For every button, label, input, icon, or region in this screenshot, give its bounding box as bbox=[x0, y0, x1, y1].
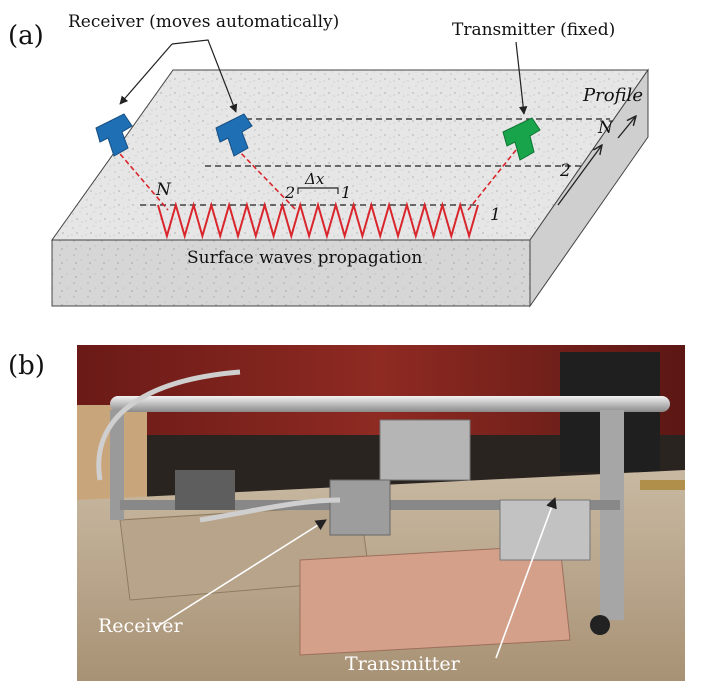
photo-concrete-block-center bbox=[299, 544, 571, 656]
transmitter-connection bbox=[467, 149, 517, 211]
profile-line-1-label: 1 bbox=[490, 205, 501, 225]
receiver-sensor-2 bbox=[215, 113, 253, 157]
photo-carriage bbox=[379, 419, 471, 481]
photo-motor bbox=[175, 470, 235, 510]
transmitter-callout-arrow bbox=[515, 41, 528, 115]
delta-x-label: Δx bbox=[304, 170, 325, 188]
photo-left-post bbox=[110, 410, 124, 520]
photo-receiver-label: Receiver bbox=[98, 615, 183, 637]
photo: Receiver Transmitter bbox=[77, 345, 685, 681]
photo-transmitter-label: Transmitter bbox=[345, 653, 461, 675]
panel-b: (b) bbox=[8, 345, 685, 681]
photo-wheel bbox=[590, 615, 610, 635]
panel-a: (a) Receiver (moves automatically) Trans… bbox=[8, 12, 649, 308]
panel-b-label: (b) bbox=[8, 351, 45, 381]
transmitter-sensor bbox=[502, 117, 541, 161]
profile-line-2-label: 2 bbox=[559, 161, 571, 181]
panel-a-label: (a) bbox=[8, 21, 44, 51]
receiver-sensor-n bbox=[95, 113, 133, 157]
photo-receiver-arrow bbox=[154, 519, 327, 629]
photo-transmitter-probe bbox=[499, 499, 591, 561]
receiver-2-connection bbox=[235, 147, 297, 211]
wave-start-label: 2 bbox=[284, 183, 295, 202]
photo-cable bbox=[96, 369, 241, 481]
profile-label: Profile bbox=[582, 85, 643, 106]
transmitter-label: Transmitter (fixed) bbox=[452, 20, 615, 40]
photo-transmitter-arrow bbox=[495, 496, 557, 659]
photo-receiver-probe bbox=[329, 479, 391, 536]
profile-direction-arrow bbox=[557, 145, 602, 206]
receiver-callout-arrow-right bbox=[171, 39, 238, 113]
profile-n-arrow bbox=[617, 116, 636, 139]
delta-x-bracket bbox=[297, 187, 339, 194]
receiver-label: Receiver (moves automatically) bbox=[68, 12, 339, 32]
photo-top-rail bbox=[110, 396, 670, 412]
slab-side-face bbox=[529, 68, 649, 308]
photo-brass-fitting bbox=[640, 480, 685, 490]
photo-cable-2 bbox=[199, 497, 341, 523]
profile-n-label: N bbox=[597, 118, 614, 138]
surface-wave bbox=[157, 201, 479, 240]
receiver-callout-arrow-left bbox=[119, 43, 173, 105]
receiver-n-connection bbox=[114, 147, 169, 211]
profile-n-start-label: N bbox=[155, 180, 172, 200]
photo-right-post bbox=[600, 410, 624, 620]
wave-end-label: 1 bbox=[341, 183, 351, 202]
wave-caption: Surface waves propagation bbox=[187, 248, 422, 268]
